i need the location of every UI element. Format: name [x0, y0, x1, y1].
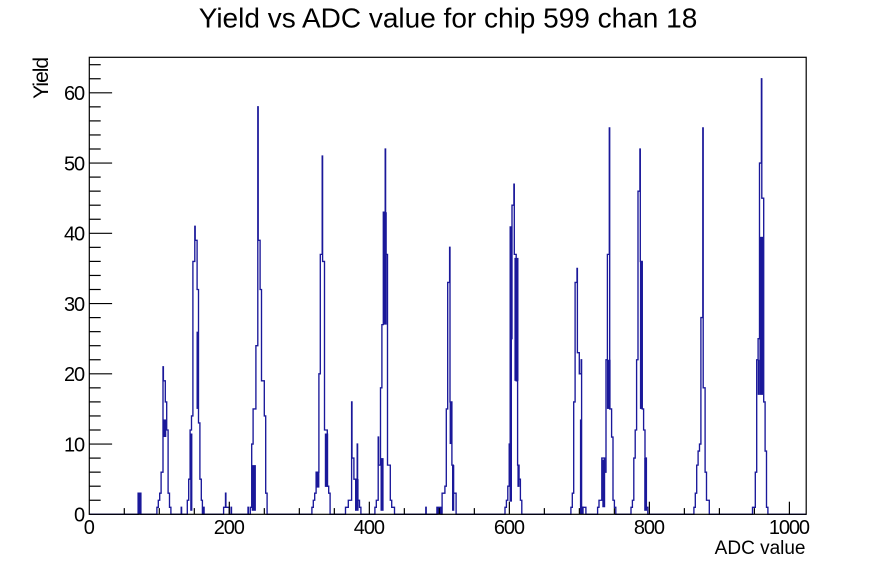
svg-text:1000: 1000: [769, 517, 810, 539]
svg-text:0: 0: [74, 505, 85, 527]
svg-text:60: 60: [64, 83, 85, 105]
svg-text:30: 30: [64, 294, 85, 316]
svg-text:ADC value: ADC value: [715, 538, 806, 559]
svg-text:20: 20: [64, 364, 85, 386]
svg-text:800: 800: [634, 517, 665, 539]
svg-text:50: 50: [64, 153, 85, 175]
svg-text:400: 400: [354, 517, 385, 539]
svg-text:200: 200: [214, 517, 245, 539]
svg-text:10: 10: [64, 434, 85, 456]
svg-text:600: 600: [494, 517, 525, 539]
svg-text:Yield: Yield: [30, 58, 53, 99]
svg-text:40: 40: [64, 224, 85, 246]
svg-text:0: 0: [84, 517, 95, 539]
svg-text:Yield vs ADC value for chip 59: Yield vs ADC value for chip 599 chan 18: [199, 3, 698, 34]
